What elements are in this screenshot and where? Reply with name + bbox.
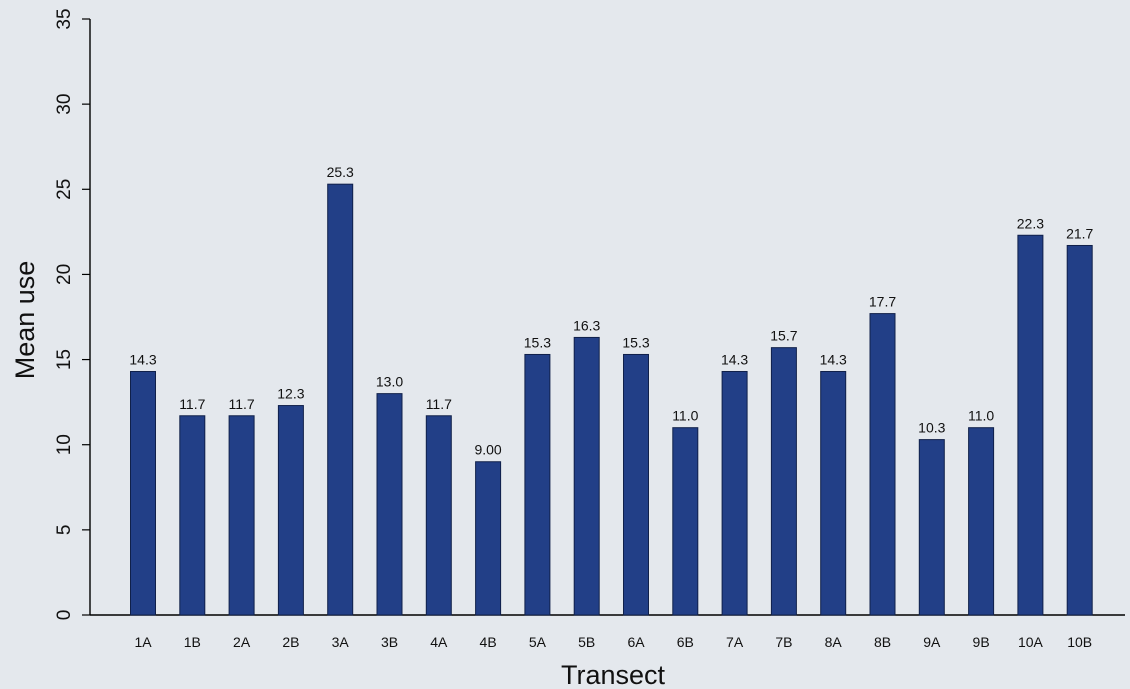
value-label-10B: 21.7 xyxy=(1066,225,1093,241)
value-label-9B: 11.0 xyxy=(968,408,994,424)
value-label-7A: 14.3 xyxy=(721,351,748,367)
x-tick-label-1B: 1B xyxy=(184,634,201,650)
x-tick-label-2B: 2B xyxy=(282,634,299,650)
y-axis-title: Mean use xyxy=(10,261,40,380)
y-axis: 0 5 10 15 20 25 30 35 xyxy=(54,8,91,621)
x-tick-label-4B: 4B xyxy=(480,634,497,650)
y-tick-label: 15 xyxy=(54,349,75,370)
bar-9A xyxy=(918,439,945,616)
bar-1A xyxy=(130,370,156,616)
value-label-4B: 9.00 xyxy=(474,442,501,458)
x-tick-label-6A: 6A xyxy=(627,634,645,650)
bar-5A xyxy=(524,353,551,616)
y-tick-label: 5 xyxy=(54,525,75,536)
bar-8A xyxy=(820,370,847,616)
value-label-8A: 14.3 xyxy=(820,351,847,367)
bar-1B xyxy=(179,415,206,616)
bars xyxy=(130,183,1093,616)
value-label-7B: 15.7 xyxy=(770,328,797,344)
y-tick-label: 30 xyxy=(54,94,75,115)
x-axis: 1A 1B 2A 2B 3A 3B 4A 4B 5A 5B 6A 6B 7A 7B 8A 8B 9A 9B 10A 1… xyxy=(90,614,1125,650)
y-tick-label: 35 xyxy=(54,8,75,29)
bar-8B xyxy=(869,313,896,616)
x-tick-label-7A: 7A xyxy=(726,634,744,650)
bar-2B xyxy=(277,405,304,616)
bar-6B xyxy=(672,427,699,616)
bar-5B xyxy=(573,336,600,616)
x-tick-label-5A: 5A xyxy=(529,634,547,650)
x-tick-label-2A: 2A xyxy=(233,634,251,650)
bar-2A xyxy=(228,415,255,616)
value-label-5B: 16.3 xyxy=(573,317,600,333)
x-tick-label-4A: 4A xyxy=(430,634,448,650)
value-label-1A: 14.3 xyxy=(129,351,156,367)
x-tick-label-3A: 3A xyxy=(332,634,350,650)
bar-10B xyxy=(1066,244,1093,616)
bar-3B xyxy=(376,393,403,616)
x-tick-label-9B: 9B xyxy=(973,634,990,650)
value-label-10A: 22.3 xyxy=(1017,215,1044,231)
y-tick-label: 25 xyxy=(54,179,75,200)
x-tick-label-9A: 9A xyxy=(923,634,941,650)
value-label-9A: 10.3 xyxy=(918,420,945,436)
x-tick-label-3B: 3B xyxy=(381,634,398,650)
x-tick-label-8B: 8B xyxy=(874,634,891,650)
y-tick-label: 0 xyxy=(54,610,75,621)
value-label-6B: 11.0 xyxy=(672,408,698,424)
bar-9B xyxy=(968,427,995,616)
value-label-2B: 12.3 xyxy=(277,386,304,402)
y-tick-label: 10 xyxy=(54,434,75,455)
x-tick-label-5B: 5B xyxy=(578,634,595,650)
bar-7A xyxy=(721,370,748,616)
bar-4A xyxy=(425,415,452,616)
value-label-3A: 25.3 xyxy=(327,164,354,180)
x-tick-label-10B: 10B xyxy=(1067,634,1092,650)
value-label-8B: 17.7 xyxy=(869,294,896,310)
value-label-5A: 15.3 xyxy=(524,334,551,350)
value-label-3B: 13.0 xyxy=(376,374,403,390)
bar-7B xyxy=(770,347,797,616)
value-label-2A: 11.7 xyxy=(228,396,254,412)
x-tick-label-8A: 8A xyxy=(825,634,843,650)
x-tick-label-10A: 10A xyxy=(1018,634,1044,650)
x-tick-label-6B: 6B xyxy=(677,634,694,650)
bar-6A xyxy=(623,353,649,616)
bar-3A xyxy=(327,183,354,616)
y-tick-label: 20 xyxy=(54,264,75,285)
x-tick-label-7B: 7B xyxy=(775,634,792,650)
x-tick-label-1A: 1A xyxy=(134,634,152,650)
value-label-1B: 11.7 xyxy=(179,396,205,412)
value-label-6A: 15.3 xyxy=(622,334,649,350)
value-labels: 14.3 11.7 11.7 12.3 25.3 13.0 11.7 9.00 15.3 16.3… xyxy=(129,164,1093,458)
bar-10A xyxy=(1017,234,1044,616)
bar-4B xyxy=(475,461,502,616)
x-axis-title: Transect xyxy=(561,660,666,689)
value-label-4A: 11.7 xyxy=(426,396,452,412)
